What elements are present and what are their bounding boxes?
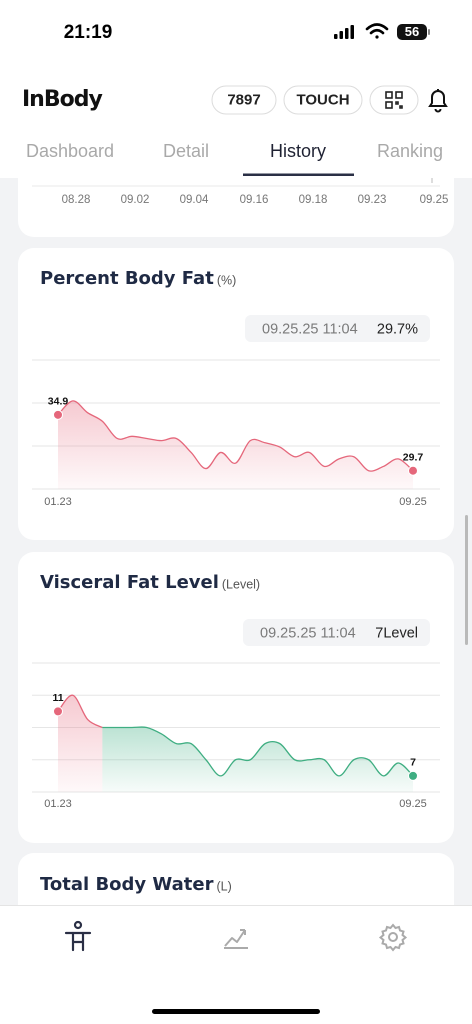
date-badge (245, 315, 430, 342)
line (57, 400, 414, 472)
id-button[interactable] (211, 85, 277, 115)
qr-icon (385, 91, 403, 109)
logo: InBody (22, 87, 102, 112)
end-dot (53, 409, 63, 420)
tab[interactable]: Ranking (377, 141, 443, 161)
x-tick-label: 09.16 (240, 194, 269, 206)
nav-settings-icon[interactable] (378, 923, 408, 952)
battery-tip (428, 29, 430, 35)
badge-value: 7Level (375, 625, 418, 641)
end-dot (53, 706, 63, 717)
id-button-label: 7897 (227, 91, 260, 108)
signal-icon (334, 25, 354, 39)
nav-body-icon[interactable] (64, 920, 92, 952)
x-tick-label: 09.23 (358, 194, 387, 206)
home-indicator (152, 1009, 320, 1014)
x-tick-label: 09.25 (399, 798, 427, 810)
line-area (58, 695, 103, 792)
battery-level: 56 (405, 24, 419, 39)
x-tick-label: 09.25 (399, 496, 427, 508)
card-title: Visceral Fat Level (40, 572, 219, 593)
card-unit: (Level) (222, 577, 260, 591)
tab[interactable]: Dashboard (26, 141, 114, 161)
card-title: Percent Body Fat (40, 268, 214, 289)
card-title: Total Body Water (40, 874, 214, 895)
end-dot (408, 770, 418, 781)
bell-icon[interactable] (428, 89, 448, 113)
wifi-icon (365, 23, 389, 39)
card-unit: (L) (216, 879, 231, 893)
x-tick-label: 09.25 (420, 194, 449, 206)
end-dot (408, 465, 418, 476)
tab[interactable]: History (270, 141, 326, 161)
value-label: 7 (410, 757, 416, 769)
card-unit: (%) (217, 273, 236, 287)
x-tick-label: 09.02 (121, 194, 150, 206)
x-tick-label: 09.18 (299, 194, 328, 206)
line-area (102, 727, 413, 792)
nav-chart-icon[interactable] (224, 929, 248, 949)
visceral-fat-card (18, 552, 454, 843)
battery (397, 24, 427, 40)
touch-button-label: TOUCH (296, 91, 349, 108)
status-time: 21:19 (64, 22, 113, 43)
value-label: 34.9 (48, 396, 69, 408)
tab-underline (243, 173, 354, 176)
x-tick-label: 08.28 (62, 194, 91, 206)
scrollbar (465, 515, 468, 645)
qr-button[interactable] (369, 85, 419, 115)
line (57, 694, 103, 729)
badge-date: 09.25.25 11:04 (262, 321, 358, 337)
x-tick-label: 01.23 (44, 798, 72, 810)
bottom-nav (0, 905, 472, 1024)
x-tick-label: 09.04 (180, 194, 209, 206)
tab[interactable]: Detail (163, 141, 209, 161)
line (102, 726, 414, 777)
weight-card (18, 178, 454, 237)
value-label: 11 (52, 692, 63, 704)
date-badge (243, 619, 430, 646)
badge-value: 29.7% (377, 321, 418, 337)
value-label: 29.7 (403, 452, 424, 464)
x-tick-label: 01.23 (44, 496, 72, 508)
badge-date: 09.25.25 11:04 (260, 625, 356, 641)
touch-button[interactable] (283, 85, 363, 115)
body-fat-card (18, 248, 454, 540)
